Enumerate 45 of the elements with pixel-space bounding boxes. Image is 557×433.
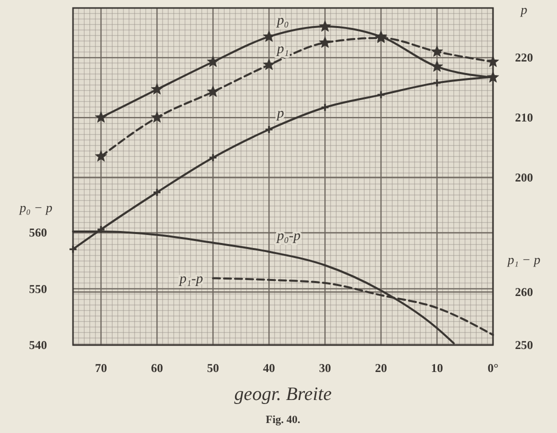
point [151, 111, 163, 123]
x-tick-label: 60 [151, 361, 163, 375]
point [431, 45, 443, 57]
caption: Fig. 40. [266, 414, 301, 426]
x-axis-title: geogr. Breite [234, 384, 332, 405]
y-tick-label: 560 [29, 226, 47, 240]
point [95, 150, 107, 162]
x-tick-label: 20 [375, 361, 387, 375]
y2-axis-title: p [520, 2, 528, 17]
series-label: p₁ [276, 42, 289, 57]
y3-tick-label: 260 [515, 285, 533, 300]
y2-tick-label: 200 [515, 170, 533, 184]
point [151, 83, 163, 95]
series-label: p₀ [276, 14, 289, 29]
y-tick-label: 550 [29, 282, 47, 296]
point [96, 225, 106, 234]
point [207, 56, 219, 67]
point [263, 30, 275, 42]
series-label: p₁-p [178, 272, 203, 288]
point [263, 58, 275, 70]
point [431, 60, 443, 72]
x-tick-label: 40 [263, 361, 275, 375]
x-tick-label: 50 [207, 361, 219, 375]
point [208, 153, 218, 162]
point [487, 56, 499, 67]
y3-axis-title: p₁ − p [506, 252, 541, 267]
y-axis-title: p₀ − p [18, 200, 53, 215]
x-tick-label: 30 [319, 361, 331, 375]
point [432, 78, 442, 88]
y2-tick-label: 210 [515, 110, 533, 125]
point [264, 125, 274, 134]
point [319, 36, 331, 48]
point [319, 20, 331, 32]
point [376, 90, 386, 100]
x-tick-label: 10 [431, 361, 443, 375]
point [152, 188, 162, 197]
y3-tick-label: 250 [515, 338, 533, 352]
point [95, 111, 107, 123]
point [207, 86, 219, 97]
y2-tick-label: 220 [515, 50, 533, 65]
point [320, 102, 330, 112]
series-label: p₀-p [276, 228, 301, 244]
y-tick-label: 540 [29, 338, 47, 352]
x-tick-label: 0° [488, 361, 499, 375]
x-tick-label: 70 [95, 361, 107, 375]
